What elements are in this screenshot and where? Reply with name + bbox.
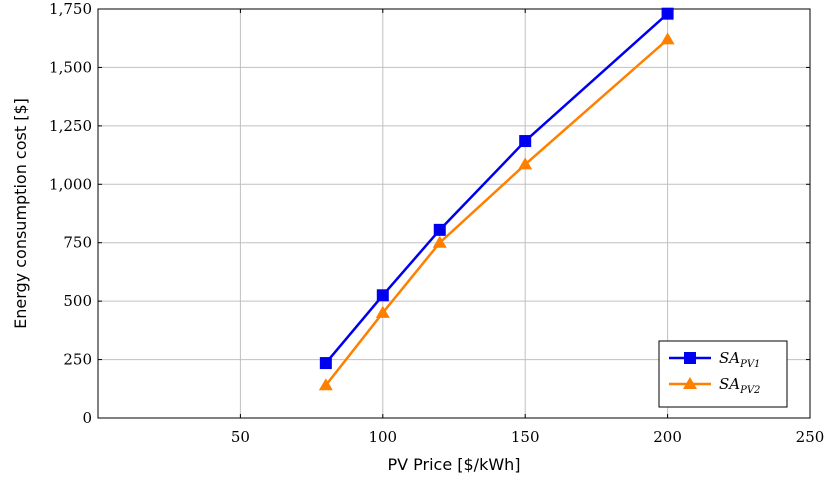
series-pv1 (319, 7, 674, 370)
data-point (660, 32, 675, 45)
legend-label-subscript: PV1 (739, 359, 760, 370)
legend-marker (684, 352, 696, 364)
series-line (324, 38, 669, 387)
legend-box (658, 340, 788, 408)
legend-entry-pv2: SAPV2 (669, 375, 760, 396)
y-tick-label: 500 (63, 292, 92, 310)
y-tick-label: 1,750 (49, 0, 92, 18)
y-tick-label: 1,250 (49, 117, 92, 135)
y-tick-label: 250 (63, 351, 92, 369)
data-series (318, 7, 675, 391)
x-axis-title: PV Price [$/kWh] (387, 455, 520, 474)
data-point (519, 135, 532, 148)
legend-label-main: SA (719, 349, 740, 367)
axis-ticks: 50 100 150 200 250 0 250 500 750 1,000 1,250 1,500 1… (49, 0, 824, 446)
data-point (376, 289, 389, 302)
x-tick-label: 250 (796, 428, 825, 446)
series-line (324, 12, 669, 364)
x-tick-label: 50 (231, 428, 250, 446)
legend-entry-pv1: SAPV1 (669, 349, 760, 370)
x-tick-label: 200 (653, 428, 682, 446)
data-point (661, 7, 674, 20)
legend-label-main: SA (719, 375, 740, 393)
y-tick-label: 750 (63, 234, 92, 252)
data-point (318, 378, 333, 391)
y-axis-title: Energy consumption cost [$] (11, 98, 30, 329)
data-point (375, 305, 390, 318)
legend-marker (683, 377, 697, 389)
x-tick-label: 150 (511, 428, 540, 446)
y-tick-label: 1,500 (49, 58, 92, 76)
data-point (518, 157, 533, 170)
data-point (319, 357, 332, 370)
x-tick-label: 100 (368, 428, 397, 446)
plot-area-frame (97, 8, 811, 419)
legend-label-subscript: PV2 (739, 385, 760, 396)
legend-label: SAPV1 (719, 349, 760, 370)
y-tick-label: 0 (82, 409, 92, 427)
series-pv2 (318, 32, 675, 391)
legend-label: SAPV2 (719, 375, 760, 396)
data-point (433, 223, 446, 236)
y-tick-label: 1,000 (49, 175, 92, 193)
data-point (432, 235, 447, 248)
